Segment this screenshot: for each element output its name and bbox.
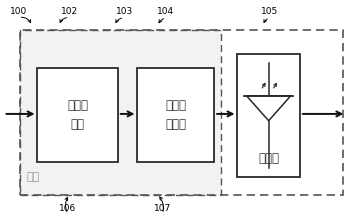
Text: 103: 103 <box>116 7 133 16</box>
Text: 激光器: 激光器 <box>258 152 279 165</box>
Text: 高频预
补偿器: 高频预 补偿器 <box>165 99 186 131</box>
Text: 106: 106 <box>59 204 76 213</box>
Text: 104: 104 <box>157 7 175 16</box>
Bar <box>137 68 214 162</box>
Bar <box>237 54 300 177</box>
Text: 衬底: 衬底 <box>27 172 40 182</box>
Text: 激光器
驱动: 激光器 驱动 <box>67 99 88 131</box>
Text: 102: 102 <box>61 7 78 16</box>
Bar <box>20 30 221 195</box>
Bar <box>37 68 118 162</box>
Bar <box>20 30 343 195</box>
Text: 100: 100 <box>10 7 27 16</box>
Text: 107: 107 <box>154 204 171 213</box>
Text: 105: 105 <box>261 7 278 16</box>
